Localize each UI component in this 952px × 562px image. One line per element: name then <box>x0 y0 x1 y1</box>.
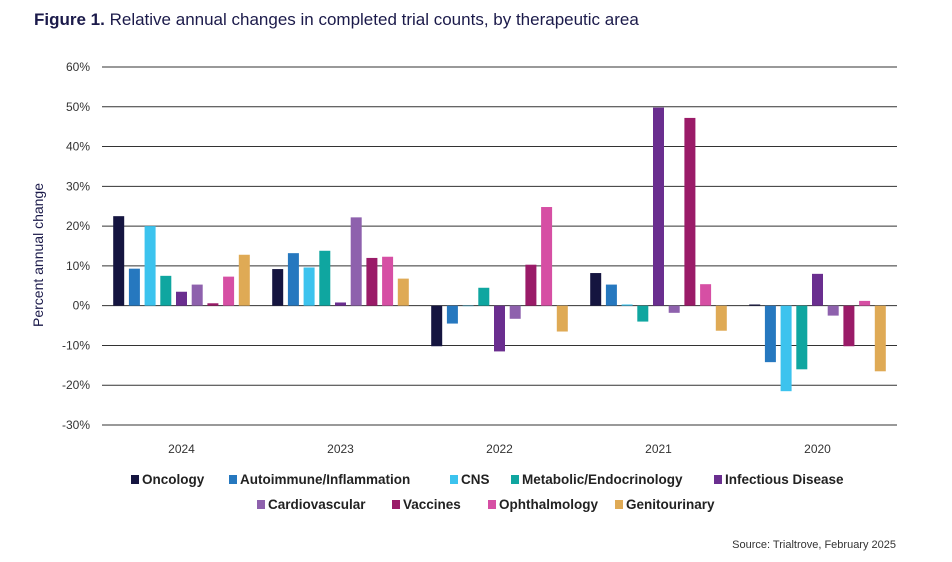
legend-swatch <box>392 500 400 509</box>
legend-label: Genitourinary <box>626 497 715 512</box>
legend-swatch <box>131 475 139 484</box>
source-note: Source: Trialtrove, February 2025 <box>732 539 896 551</box>
bar-cardiovascular-2021 <box>668 305 680 313</box>
y-tick-label: 30% <box>66 179 90 193</box>
legend-swatch <box>229 475 237 484</box>
y-tick-label: -20% <box>62 378 90 392</box>
bar-cardiovascular-2022 <box>509 305 521 319</box>
legend-label: Oncology <box>142 472 205 487</box>
bar-autoimmune-inflammation-2023 <box>287 253 299 306</box>
bar-ophthalmology-2023 <box>382 256 394 306</box>
y-tick-label: 50% <box>66 100 90 114</box>
bar-metabolic-endocrinology-2021 <box>637 305 649 322</box>
bar-oncology-2021 <box>590 273 602 306</box>
bar-vaccines-2020 <box>843 305 855 347</box>
y-tick-label: 60% <box>66 60 90 74</box>
bar-ophthalmology-2022 <box>541 207 553 306</box>
bar-ophthalmology-2021 <box>700 284 712 306</box>
bars <box>113 107 886 392</box>
legend-swatch <box>257 500 265 509</box>
bar-oncology-2024 <box>113 216 125 306</box>
bar-autoimmune-inflammation-2020 <box>764 305 776 363</box>
bar-metabolic-endocrinology-2023 <box>319 250 331 306</box>
x-axis-ticks: 2024 2023 2022 2021 2020 <box>168 442 831 456</box>
bar-cns-2022 <box>462 305 474 307</box>
bar-oncology-2020 <box>749 304 761 306</box>
bar-genitourinary-2021 <box>715 305 727 331</box>
y-axis-label: Percent annual change <box>30 183 46 327</box>
bar-metabolic-endocrinology-2020 <box>796 305 808 370</box>
y-tick-label: 20% <box>66 219 90 233</box>
x-tick-label: 2021 <box>645 442 672 456</box>
bar-infectious-disease-2022 <box>494 305 505 352</box>
bar-infectious-disease-2024 <box>176 291 187 306</box>
bar-cardiovascular-2020 <box>827 305 839 316</box>
bar-infectious-disease-2021 <box>653 107 664 306</box>
figure-title: Figure 1. Relative annual changes in com… <box>34 10 639 30</box>
y-tick-label: -10% <box>62 338 90 352</box>
legend-swatch <box>615 500 623 509</box>
x-tick-label: 2022 <box>486 442 513 456</box>
bar-genitourinary-2022 <box>556 305 568 332</box>
bar-cns-2020 <box>780 305 792 392</box>
y-tick-label: 40% <box>66 140 90 154</box>
bar-ophthalmology-2024 <box>223 276 235 306</box>
y-tick-label: 10% <box>66 259 90 273</box>
bar-cardiovascular-2024 <box>191 284 203 306</box>
x-tick-label: 2020 <box>804 442 831 456</box>
legend-swatch <box>488 500 496 509</box>
bar-cns-2023 <box>303 267 315 306</box>
legend-label: Infectious Disease <box>725 472 844 487</box>
x-tick-label: 2023 <box>327 442 354 456</box>
bar-metabolic-endocrinology-2022 <box>478 287 490 306</box>
y-axis-ticks: 60% 50% 40% 30% 20% 10% 0% -10% -20% -30% <box>62 60 90 432</box>
bar-oncology-2023 <box>272 269 284 306</box>
bar-genitourinary-2023 <box>397 278 409 306</box>
legend: Oncology Autoimmune/Inflammation CNS Metabo… <box>131 472 844 512</box>
legend-label: Cardiovascular <box>268 497 366 512</box>
bar-infectious-disease-2023 <box>335 302 346 306</box>
bar-cns-2024 <box>144 226 156 306</box>
legend-swatch <box>714 475 722 484</box>
bar-genitourinary-2020 <box>874 305 886 372</box>
legend-label: CNS <box>461 472 490 487</box>
bar-autoimmune-inflammation-2024 <box>128 268 140 306</box>
bar-autoimmune-inflammation-2022 <box>446 305 458 324</box>
legend-label: Vaccines <box>403 497 461 512</box>
x-tick-label: 2024 <box>168 442 195 456</box>
y-tick-label: -30% <box>62 418 90 432</box>
gridlines <box>102 66 897 426</box>
legend-swatch <box>511 475 519 484</box>
bar-genitourinary-2024 <box>238 254 250 306</box>
figure-label: Figure 1. <box>34 10 105 29</box>
bar-vaccines-2022 <box>525 264 537 306</box>
legend-label: Ophthalmology <box>499 497 598 512</box>
legend-label: Autoimmune/Inflammation <box>240 472 410 487</box>
legend-label: Metabolic/Endocrinology <box>522 472 683 487</box>
bar-autoimmune-inflammation-2021 <box>605 284 617 306</box>
bar-vaccines-2024 <box>207 303 219 306</box>
bar-cardiovascular-2023 <box>350 217 362 306</box>
bar-ophthalmology-2020 <box>859 300 871 306</box>
bar-metabolic-endocrinology-2024 <box>160 275 172 306</box>
figure-title-text: Relative annual changes in completed tri… <box>109 10 639 29</box>
bar-vaccines-2023 <box>366 257 378 306</box>
legend-swatch <box>450 475 458 484</box>
bar-vaccines-2021 <box>684 117 696 306</box>
bar-cns-2021 <box>621 304 633 306</box>
bar-oncology-2022 <box>431 305 443 347</box>
bar-infectious-disease-2020 <box>812 273 823 306</box>
y-tick-label: 0% <box>73 299 91 313</box>
